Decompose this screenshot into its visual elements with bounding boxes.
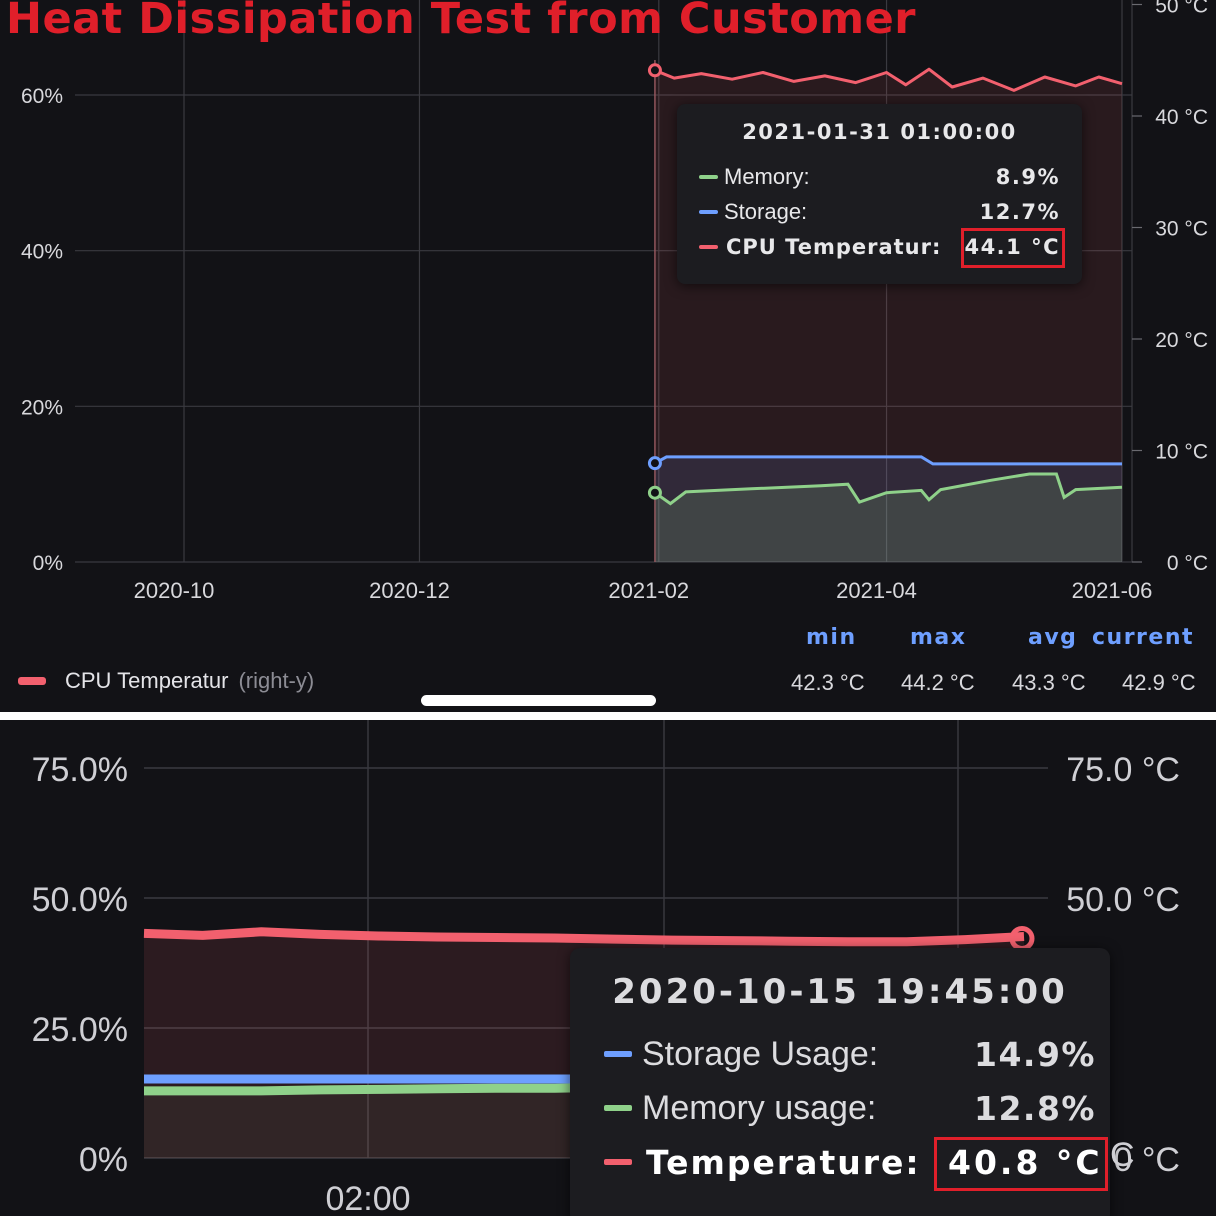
hover-point-memory <box>647 485 662 500</box>
memory-swatch <box>604 1105 632 1111</box>
storage-area <box>654 456 1122 562</box>
hover-point-temperature <box>647 63 662 78</box>
temperature-swatch <box>604 1159 632 1165</box>
y-right-tick-label: 50.0 °C <box>1066 881 1180 919</box>
stats-value-min: 42.3 °C <box>791 670 865 695</box>
tooltip-row-storage: Storage Usage: 14.9% <box>570 1034 1110 1074</box>
legend-label: CPU Temperatur <box>65 668 229 693</box>
legend-swatch-cpu-temp <box>18 677 46 685</box>
right-axis-fragment: C <box>1110 1136 1135 1174</box>
tooltip-row-memory: Memory: 8.9% <box>677 164 1082 190</box>
stats-header-min[interactable]: min <box>806 625 857 650</box>
tooltip-label-storage: Storage Usage: <box>642 1034 879 1073</box>
highlight-box-bottom <box>934 1137 1108 1191</box>
tooltip-value-temperature: 40.8 °C <box>948 1142 1103 1182</box>
top-chart-panel: 0% 20% 40% 60% 2020-10 2020-12 2021-02 2021-04 2… <box>0 0 1216 712</box>
tooltip-value-memory: 12.8% <box>974 1088 1096 1128</box>
memory-area <box>654 474 1122 562</box>
series-line-temperature <box>654 67 1123 92</box>
highlight-box-top <box>961 228 1065 268</box>
series-line-storage <box>654 455 1122 466</box>
scroll-indicator[interactable] <box>421 695 656 706</box>
tooltip-label-memory: Memory usage: <box>642 1088 877 1127</box>
top-tooltip: 2021-01-31 01:00:00 Memory: 8.9% Storage… <box>677 104 1082 284</box>
stats-value-max: 44.2 °C <box>901 670 975 695</box>
tooltip-value-storage: 14.9% <box>974 1034 1096 1074</box>
x-tick-label: 2020-12 <box>369 578 450 603</box>
tooltip-value-storage: 12.7% <box>979 200 1060 224</box>
tooltip-row-cpu-temp: CPU Temperatur: 44.1 °C <box>677 234 1082 260</box>
legend-axis-note: (right-y) <box>238 668 315 693</box>
tooltip-label-memory: Memory: <box>724 164 810 189</box>
y-left-tick-label: 40% <box>21 241 63 264</box>
y-right-tick-label: 30 °C <box>1155 218 1208 241</box>
tooltip-row-storage: Storage: 12.7% <box>677 199 1082 225</box>
tooltip-timestamp: 2020-10-15 19:45:00 <box>612 972 1068 1012</box>
y-left-tick-label: 75.0% <box>32 751 128 789</box>
y-left-tick-label: 0% <box>79 1141 128 1179</box>
tooltip-label-cpu-temp: CPU Temperatur: <box>726 235 942 259</box>
storage-swatch <box>699 210 718 214</box>
series-line-temperature <box>143 927 1025 947</box>
x-tick-label: 02:00 <box>325 1180 410 1216</box>
tooltip-value-memory: 8.9% <box>995 165 1060 189</box>
y-left-tick-label: 60% <box>21 85 63 108</box>
y-right-tick-label: 20 °C <box>1155 329 1208 352</box>
storage-swatch <box>604 1051 632 1057</box>
bottom-tooltip: 2020-10-15 19:45:00 Storage Usage: 14.9%… <box>570 948 1110 1216</box>
tooltip-label-storage: Storage: <box>724 199 808 224</box>
temperature-swatch <box>699 245 718 249</box>
hover-point-storage <box>647 456 662 471</box>
y-right-tick-label: 50 °C <box>1155 0 1208 18</box>
headline-title: Heat Dissipation Test from Customer <box>6 0 916 44</box>
stats-header-avg[interactable]: avg <box>1028 625 1078 650</box>
y-left-tick-label: 20% <box>21 396 63 419</box>
x-tick-label: 2021-02 <box>608 578 689 603</box>
x-tick-label: 2021-06 <box>1072 578 1153 603</box>
series-line-memory <box>654 472 1123 506</box>
tooltip-value-cpu-temp: 44.1 °C <box>964 235 1060 259</box>
y-right-tick-label: 0 °C <box>1113 1141 1180 1179</box>
stats-value-avg: 43.3 °C <box>1012 670 1086 695</box>
x-tick-label: 2020-10 <box>134 578 215 603</box>
stats-header-max[interactable]: max <box>910 625 967 650</box>
tooltip-label-temperature: Temperature: <box>646 1142 921 1182</box>
y-right-tick-label: 0 °C <box>1167 552 1208 575</box>
stats-value-current: 42.9 °C <box>1122 670 1196 695</box>
y-left-tick-label: 25.0% <box>32 1011 128 1049</box>
memory-swatch <box>699 175 718 179</box>
y-right-tick-label: 40 °C <box>1155 106 1208 129</box>
tooltip-row-temperature: Temperature: 40.8 °C <box>570 1142 1110 1182</box>
legend-cpu-temp[interactable]: CPU Temperatur (right-y) <box>18 668 314 694</box>
tooltip-timestamp: 2021-01-31 01:00:00 <box>742 120 1017 144</box>
y-left-tick-label: 0% <box>33 552 63 575</box>
y-right-tick-label: 10 °C <box>1155 441 1208 464</box>
bottom-chart-panel: 0% 25.0% 50.0% 75.0% 0 °C 50.0 °C 75.0 °C 02:00… <box>0 720 1216 1216</box>
x-tick-label: 2021-04 <box>836 578 917 603</box>
y-right-tick-label: 75.0 °C <box>1066 751 1180 789</box>
y-left-tick-label: 50.0% <box>32 881 128 919</box>
tooltip-row-memory: Memory usage: 12.8% <box>570 1088 1110 1128</box>
stats-header-current[interactable]: current <box>1092 625 1195 650</box>
